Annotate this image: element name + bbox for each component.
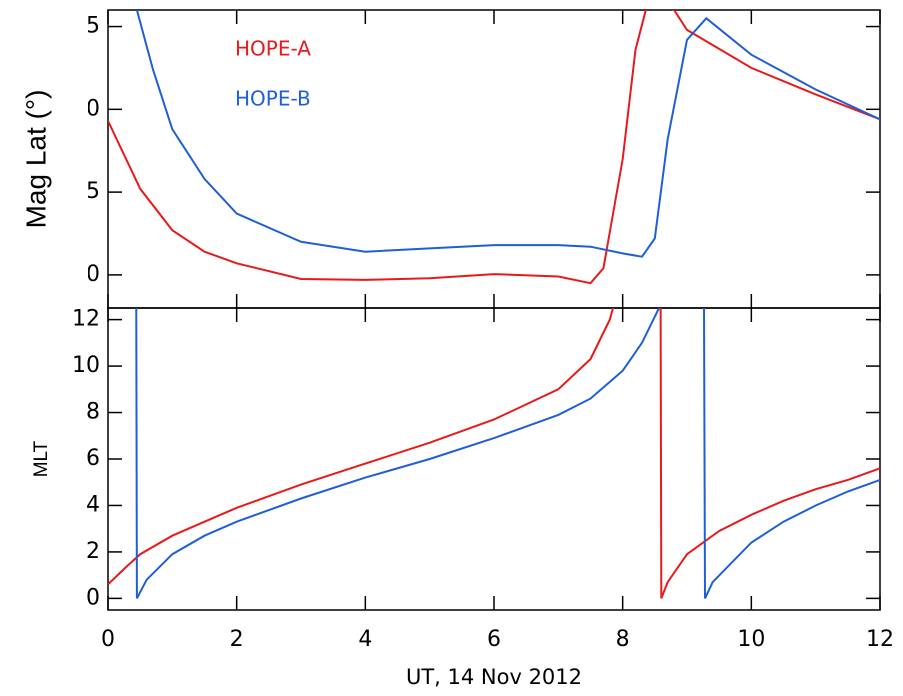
legend-label: HOPE-B [235, 87, 311, 111]
plot-frame [107, 9, 881, 309]
x-tick-label: 8 [616, 627, 630, 652]
plot-area [108, 308, 880, 599]
y-tick-label: 12 [72, 307, 100, 332]
x-tick-label: 10 [737, 627, 765, 652]
series-line [135, 10, 880, 258]
y-tick-label: 5 [86, 179, 100, 204]
y-tick-label: 0 [86, 262, 100, 287]
y-tick-label: 10 [72, 353, 100, 378]
y-axis-title: Mag Lat (°) [20, 90, 51, 229]
x-axis-title: UT, 14 Nov 2012 [406, 665, 582, 689]
x-tick-label: 6 [487, 627, 501, 652]
y-tick-label: 2 [86, 539, 100, 564]
y-tick-label: 15 [72, 14, 100, 39]
y-tick-label: 0 [86, 585, 100, 610]
y-tick-label: 8 [86, 400, 100, 425]
x-tick-label: 0 [101, 627, 115, 652]
plot-frame [107, 307, 881, 611]
plot-area [108, 10, 880, 285]
series-line [135, 308, 880, 599]
x-tick-label: 4 [358, 627, 372, 652]
series-line [108, 308, 880, 599]
y-tick-label: 4 [86, 492, 100, 517]
x-tick-label: 2 [230, 627, 244, 652]
series-line [108, 10, 880, 285]
x-tick-label: 12 [866, 627, 894, 652]
y-tick-label: 10 [72, 96, 100, 121]
y-axis-title: MLT [31, 440, 52, 477]
y-tick-label: 6 [86, 446, 100, 471]
legend-label: HOPE-A [235, 37, 311, 61]
